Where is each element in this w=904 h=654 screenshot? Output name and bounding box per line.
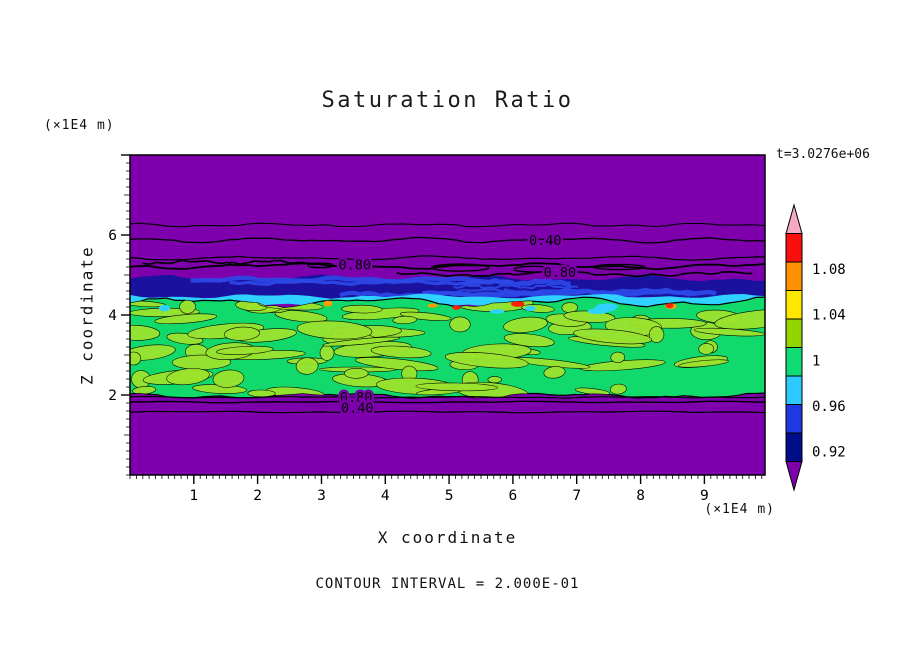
colorbar-label: 1 (812, 353, 820, 369)
y-tick-label: 6 (108, 228, 117, 244)
colorbar-segment (785, 347, 803, 377)
time-annotation: t=3.0276e+06 (776, 147, 870, 162)
contour-field (130, 155, 765, 475)
x-tick-label: 9 (700, 488, 709, 504)
colorbar: 1.08 1.04 1 0.96 0.92 (785, 203, 846, 492)
colorbar-label: 1.04 (812, 308, 846, 324)
x-tick-label: 6 (509, 488, 518, 504)
colorbar-arrow-bottom (785, 461, 803, 492)
contour-label: 0.40 (529, 233, 562, 249)
contour-label: 0.40 (341, 400, 374, 416)
x-tick-label: 8 (636, 488, 645, 504)
colorbar-label: 0.96 (812, 399, 846, 415)
colorbar-arrow-top (785, 203, 803, 234)
colorbar-segment (785, 404, 803, 434)
contour-interval-label: CONTOUR INTERVAL = 2.000E-01 (315, 576, 580, 592)
contour-labels: 0.400.80 0.800.800.40 (336, 230, 579, 419)
colorbar-segment (785, 375, 803, 405)
x-tick-label: 1 (189, 488, 198, 504)
green-band-blobs (130, 297, 765, 399)
x-tick-label: 5 (445, 488, 454, 504)
colorbar-segment (785, 233, 803, 263)
contour-label: 0.80 (340, 390, 373, 406)
y-axis-ticks: 2 4 6 (108, 154, 130, 476)
x-tick-label: 3 (317, 488, 326, 504)
x-tick-label: 7 (572, 488, 581, 504)
colorbar-segment (785, 261, 803, 291)
colorbar-label: 1.08 (812, 262, 846, 278)
colorbar-segment (785, 290, 803, 320)
x-tick-label: 4 (381, 488, 390, 504)
colorbar-segment (785, 432, 803, 462)
y-axis-unit-label: (×1E4 m) (44, 118, 115, 133)
chart-title: Saturation Ratio (321, 88, 574, 113)
y-tick-label: 2 (108, 388, 117, 404)
x-axis-title: X coordinate (377, 528, 518, 547)
colorbar-segment (785, 318, 803, 348)
y-tick-label: 4 (108, 308, 117, 324)
contour-label: 0.80 (339, 257, 372, 273)
colorbar-label: 0.92 (812, 445, 846, 461)
y-axis-title: Z coordinate (77, 245, 97, 385)
x-tick-label: 2 (253, 488, 262, 504)
x-axis-ticks: 1 2 3 4 5 6 7 8 9 (129, 475, 763, 504)
contour-label: 0.80 (544, 265, 577, 281)
x-axis-unit-label: (×1E4 m) (704, 502, 775, 517)
